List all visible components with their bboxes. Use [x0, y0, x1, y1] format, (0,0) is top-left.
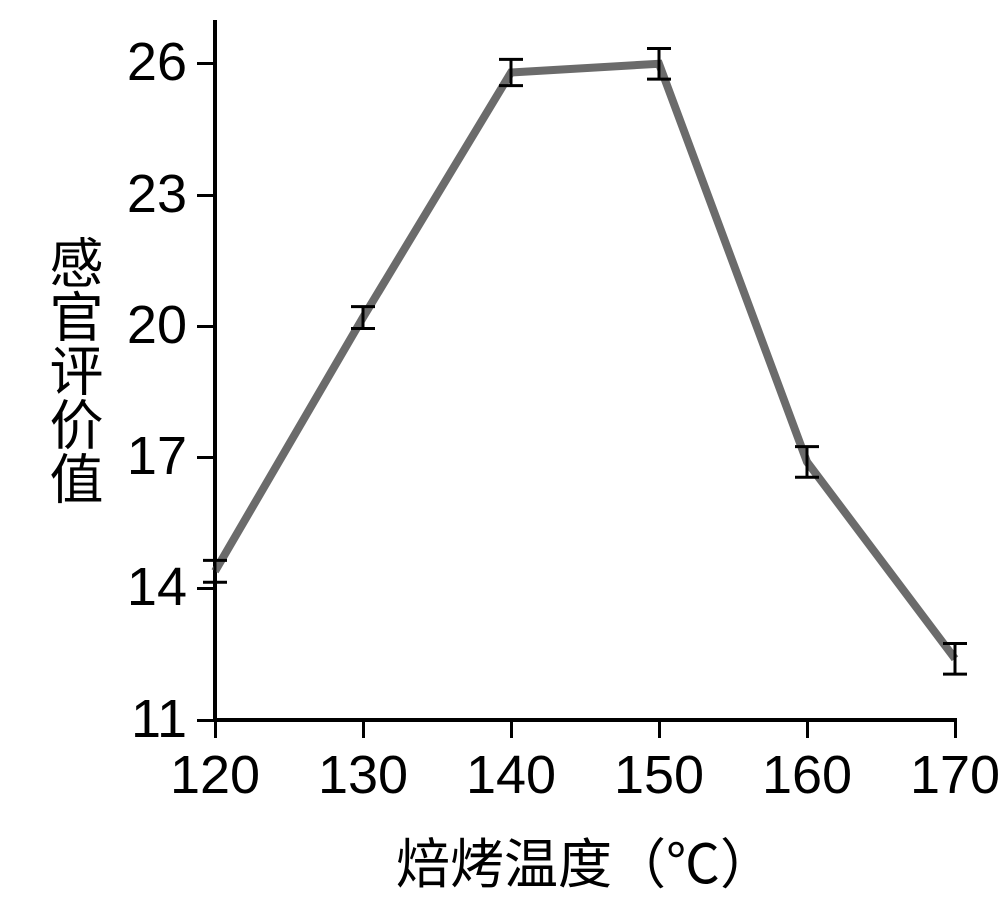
- data-line: [215, 64, 955, 659]
- figure: 111417202326 120130140150160170 感官评价值 焙烤…: [0, 0, 1000, 909]
- chart-svg: [0, 0, 1000, 909]
